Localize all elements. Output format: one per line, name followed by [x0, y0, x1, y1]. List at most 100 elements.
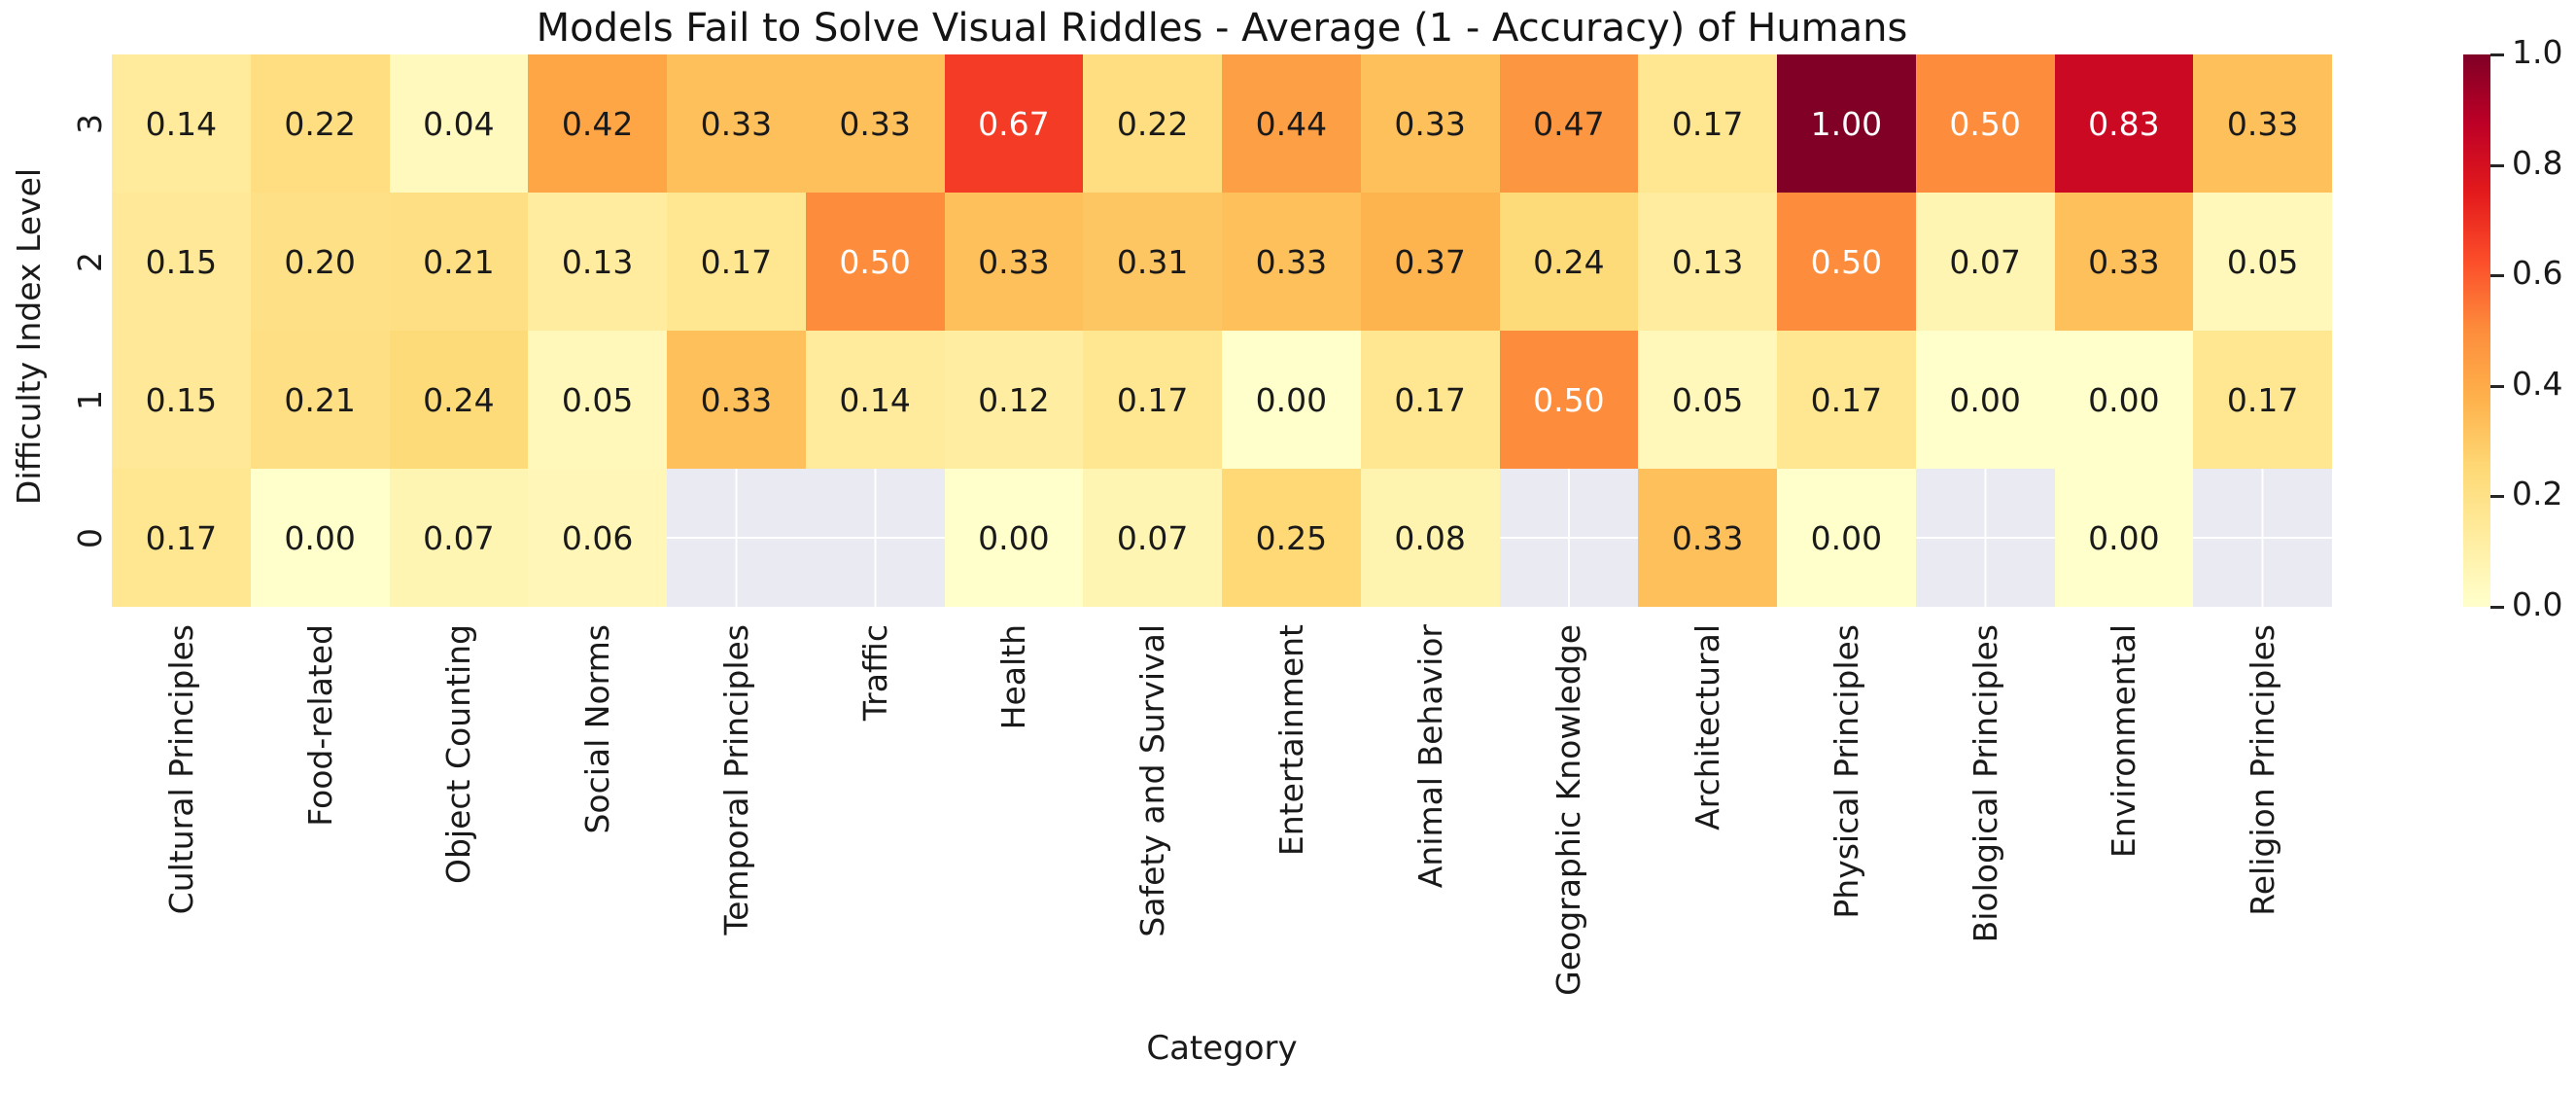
heatmap-cell: 0.06	[528, 469, 667, 607]
x-tick-text: Environmental	[2105, 624, 2143, 859]
heatmap-cell: 0.83	[2054, 54, 2194, 193]
x-tick-label: Religion Principles	[2193, 624, 2332, 1013]
x-tick-text: Geographic Knowledge	[1549, 624, 1588, 996]
x-tick-text: Safety and Survival	[1133, 624, 1172, 937]
x-tick-label: Traffic	[806, 624, 945, 1013]
x-tick-label: Food-related	[251, 624, 390, 1013]
heatmap-cell: 0.07	[1915, 193, 2055, 331]
heatmap-cell: 0.12	[944, 331, 1084, 469]
x-tick-label: Physical Principles	[1777, 624, 1916, 1013]
heatmap-cell: 0.00	[250, 469, 390, 607]
heatmap-cell-value: 0.31	[1116, 242, 1189, 281]
x-tick-text: Food-related	[300, 624, 339, 827]
heatmap-cell: 0.21	[250, 331, 390, 469]
heatmap-cell: 0.00	[1915, 331, 2055, 469]
x-tick-text: Object Counting	[439, 624, 478, 884]
heatmap-cell: 0.24	[389, 331, 529, 469]
heatmap-cell-value: 0.33	[978, 242, 1050, 281]
y-tick-text: 2	[70, 251, 109, 272]
heatmap-cell: 0.24	[1499, 193, 1639, 331]
heatmap-cell-value: 0.33	[1671, 518, 1744, 557]
heatmap-cell: 0.05	[2193, 193, 2332, 331]
x-tick-text: Traffic	[855, 624, 894, 722]
heatmap-cell: 0.47	[1499, 54, 1639, 193]
heatmap-cell: 0.15	[112, 331, 251, 469]
heatmap-cell	[805, 469, 945, 607]
x-tick-text: Temporal Principles	[716, 624, 755, 936]
x-tick-labels: Cultural Principles Food-related Object Co…	[112, 624, 2332, 1013]
x-tick-text: Biological Principles	[1966, 624, 2004, 943]
heatmap-cell-value: 0.13	[1671, 242, 1744, 281]
y-axis-label: Difficulty Index Level	[10, 167, 48, 506]
x-tick-label: Object Counting	[390, 624, 529, 1013]
heatmap-cell: 0.21	[389, 193, 529, 331]
x-tick-label: Animal Behavior	[1361, 624, 1500, 1013]
x-tick-text: Architectural	[1688, 624, 1727, 830]
heatmap-cell-value: 0.14	[145, 104, 218, 143]
heatmap-cell-value: 0.17	[1116, 380, 1189, 419]
x-tick-text: Social Norms	[578, 624, 617, 834]
heatmap-cell: 0.33	[1360, 54, 1500, 193]
heatmap-cell-value: 0.25	[1255, 518, 1328, 557]
heatmap-cell-value: 0.04	[423, 104, 495, 143]
heatmap-cell: 0.00	[2054, 469, 2194, 607]
heatmap-cell: 0.04	[389, 54, 529, 193]
x-axis-label: Category	[1146, 1029, 1298, 1068]
heatmap-cell: 0.17	[1638, 54, 1777, 193]
colorbar-tick-label: 0.2	[2512, 475, 2563, 513]
heatmap-cell: 0.08	[1360, 469, 1500, 607]
y-tick-label: 3	[70, 54, 109, 193]
heatmap-cell-value: 0.07	[1949, 242, 2021, 281]
x-tick-label: Cultural Principles	[112, 624, 251, 1013]
heatmap-cell: 0.20	[250, 193, 390, 331]
heatmap-cell: 0.17	[2193, 331, 2332, 469]
heatmap-cell-value: 0.00	[2088, 518, 2160, 557]
heatmap-cell-value: 0.22	[284, 104, 356, 143]
heatmap-cell-value: 0.17	[145, 518, 218, 557]
colorbar-tick-label: 0.6	[2512, 254, 2563, 293]
y-tick-text: 3	[70, 113, 109, 134]
colorbar-tick-mark	[2490, 384, 2504, 388]
heatmap-cell-value: 0.33	[2088, 242, 2160, 281]
x-tick-label: Entertainment	[1222, 624, 1361, 1013]
heatmap-cell: 0.17	[1777, 331, 1916, 469]
heatmap-cell	[667, 469, 806, 607]
heatmap-cell-value: 0.00	[1255, 380, 1328, 419]
heatmap-cell-value: 0.13	[561, 242, 634, 281]
y-tick-text: 0	[70, 527, 109, 548]
heatmap-cell-value: 0.21	[284, 380, 356, 419]
heatmap-cell: 0.05	[528, 331, 667, 469]
heatmap-cell-value: 0.24	[1533, 242, 1605, 281]
heatmap-cell: 0.14	[805, 331, 945, 469]
heatmap-cell-value: 0.67	[978, 104, 1050, 143]
heatmap-cell-value: 0.15	[145, 242, 218, 281]
heatmap-cell: 0.50	[1777, 193, 1916, 331]
heatmap-cell-value: 0.33	[700, 380, 773, 419]
heatmap-cell: 0.13	[1638, 193, 1777, 331]
heatmap-cell: 0.00	[944, 469, 1084, 607]
heatmap-cell	[1915, 469, 2055, 607]
colorbar-tick-mark	[2490, 163, 2504, 167]
heatmap-cell: 0.07	[1083, 469, 1222, 607]
heatmap-grid: 0.14 0.22 0.04 0.42 0.33 0.33 0.67 0.22 0.44 0.33…	[112, 54, 2332, 607]
x-tick-label: Temporal Principles	[667, 624, 806, 1013]
heatmap-cell: 0.25	[1222, 469, 1361, 607]
heatmap-cell: 0.50	[805, 193, 945, 331]
heatmap-cell: 0.33	[2054, 193, 2194, 331]
heatmap-cell-value: 0.50	[839, 242, 911, 281]
colorbar-tick-label: 1.0	[2512, 33, 2563, 71]
x-tick-text: Physical Principles	[1827, 624, 1865, 919]
heatmap-cell-value: 0.37	[1394, 242, 1466, 281]
heatmap-cell-value: 0.17	[2226, 380, 2299, 419]
heatmap-cell: 0.67	[944, 54, 1084, 193]
x-tick-text: Animal Behavior	[1410, 624, 1449, 889]
heatmap-cell: 0.31	[1083, 193, 1222, 331]
y-tick-label: 1	[70, 331, 109, 469]
heatmap-cell: 0.42	[528, 54, 667, 193]
y-tick-label: 0	[70, 469, 109, 607]
colorbar-tick-mark	[2490, 495, 2504, 499]
heatmap-cell: 0.07	[389, 469, 529, 607]
heatmap-cell-value: 0.33	[2226, 104, 2299, 143]
colorbar-tick-label: 0.8	[2512, 143, 2563, 182]
